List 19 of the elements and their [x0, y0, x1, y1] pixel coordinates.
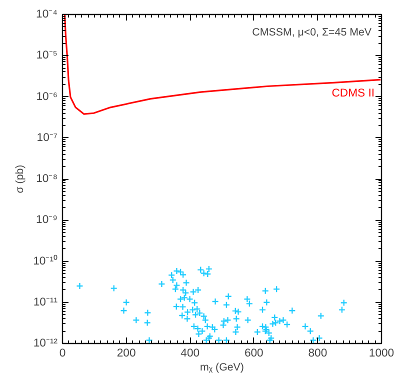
x-tick-label: 400 [180, 348, 200, 360]
y-tick-label: 10⁻⁸ [36, 173, 58, 185]
x-tick-label: 200 [116, 348, 136, 360]
x-tick-label: 1000 [368, 348, 394, 360]
x-tick-label: 600 [244, 348, 264, 360]
y-tick-label: 10⁻⁷ [36, 132, 58, 144]
y-tick-label: 10⁻¹² [33, 338, 58, 350]
x-tick-label: 800 [308, 348, 328, 360]
y-tick-label: 10⁻¹⁰ [33, 254, 58, 268]
annotation: CMSSM, μ<0, Σ=45 MeV [252, 26, 372, 38]
y-tick-label: 10⁻¹¹ [33, 296, 58, 308]
y-tick-label: 10⁻⁵ [36, 50, 58, 62]
y-tick-label: 10⁻⁴ [36, 8, 58, 20]
y-tick-label: 10⁻⁶ [36, 90, 58, 103]
y-tick-label: 10⁻⁹ [36, 214, 58, 226]
x-tick-label: 0 [59, 348, 66, 360]
y-axis-title: σ (pb) [14, 164, 26, 194]
x-axis-title: mᵪ (GeV) [200, 362, 244, 374]
series-label: CDMS II [332, 88, 375, 100]
